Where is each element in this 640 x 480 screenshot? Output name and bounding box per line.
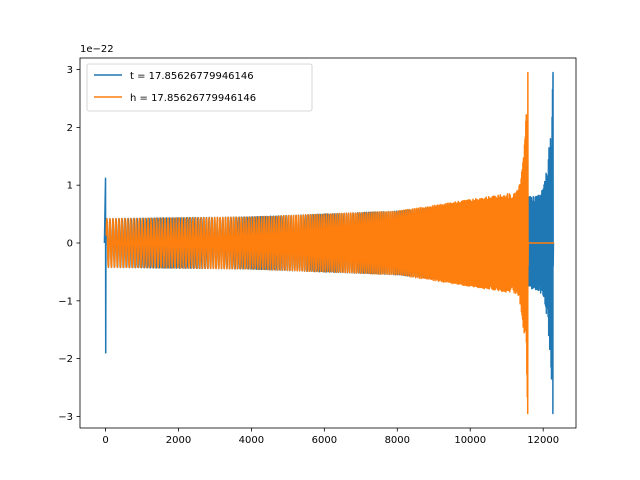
legend-label-h: h = 17.85626779946146 — [130, 93, 256, 104]
y-tick-label: 0 — [67, 239, 73, 250]
x-tick-label: 2000 — [166, 435, 191, 446]
x-tick-label: 10000 — [454, 435, 486, 446]
x-axis: 0 2000 4000 6000 8000 10000 12000 — [102, 428, 559, 446]
x-tick-label: 6000 — [312, 435, 337, 446]
y-offset-label: 1e−22 — [80, 44, 114, 55]
y-tick-label: −3 — [58, 412, 73, 423]
y-axis: −3 −2 −1 0 1 2 3 — [58, 65, 80, 423]
y-tick-label: 2 — [67, 123, 73, 134]
x-tick-label: 0 — [102, 435, 108, 446]
series-line-h — [105, 71, 555, 415]
y-tick-label: −2 — [58, 354, 73, 365]
y-tick-label: 3 — [67, 65, 73, 76]
legend-frame — [86, 63, 313, 112]
series-layer — [103, 71, 555, 415]
x-tick-label: 4000 — [239, 435, 264, 446]
y-tick-label: −1 — [58, 296, 73, 307]
x-tick-label: 12000 — [527, 435, 559, 446]
x-tick-label: 8000 — [385, 435, 410, 446]
y-tick-label: 1 — [67, 181, 73, 192]
legend-label-t: t = 17.85626779946146 — [130, 71, 254, 82]
legend: t = 17.85626779946146 h = 17.85626779946… — [86, 63, 313, 112]
